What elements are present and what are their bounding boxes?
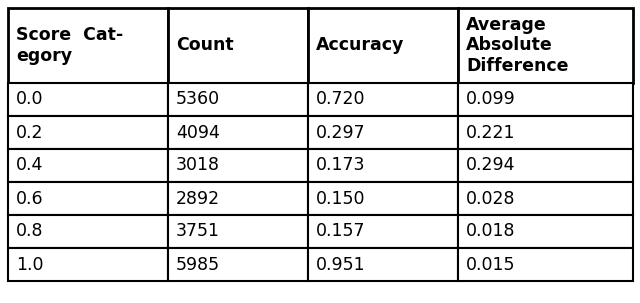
- Text: 5985: 5985: [176, 255, 220, 274]
- Bar: [168, 116, 308, 149]
- Text: 3018: 3018: [176, 157, 220, 175]
- Text: 0.028: 0.028: [466, 189, 515, 208]
- Text: 0.6: 0.6: [16, 189, 44, 208]
- Text: 0.150: 0.150: [316, 189, 365, 208]
- Text: 1.0: 1.0: [16, 255, 44, 274]
- Bar: [308, 116, 458, 149]
- Bar: [308, 215, 458, 248]
- Bar: [8, 116, 168, 149]
- Text: 4094: 4094: [176, 124, 220, 142]
- Bar: [308, 182, 458, 215]
- Bar: [168, 215, 308, 248]
- Bar: [308, 149, 458, 182]
- Bar: [168, 83, 308, 116]
- Text: 0.173: 0.173: [316, 157, 365, 175]
- Bar: [8, 182, 168, 215]
- Text: 0.221: 0.221: [466, 124, 515, 142]
- Bar: [8, 149, 168, 182]
- Text: 0.157: 0.157: [316, 222, 365, 241]
- Text: 2892: 2892: [176, 189, 220, 208]
- Bar: [458, 182, 633, 215]
- Bar: [8, 248, 168, 281]
- Text: 0.720: 0.720: [316, 91, 365, 108]
- Text: 5360: 5360: [176, 91, 220, 108]
- Bar: [458, 215, 633, 248]
- Bar: [168, 182, 308, 215]
- Bar: [458, 248, 633, 281]
- Bar: [8, 8, 168, 83]
- Bar: [458, 149, 633, 182]
- Text: 0.8: 0.8: [16, 222, 44, 241]
- Text: 0.297: 0.297: [316, 124, 365, 142]
- Bar: [168, 248, 308, 281]
- Bar: [8, 215, 168, 248]
- Bar: [308, 83, 458, 116]
- Text: 0.018: 0.018: [466, 222, 515, 241]
- Bar: [308, 248, 458, 281]
- Text: 3751: 3751: [176, 222, 220, 241]
- Text: 0.4: 0.4: [16, 157, 44, 175]
- Bar: [308, 8, 458, 83]
- Text: 0.015: 0.015: [466, 255, 515, 274]
- Text: Score  Cat-
egory: Score Cat- egory: [16, 26, 124, 65]
- Text: 0.099: 0.099: [466, 91, 516, 108]
- Bar: [168, 149, 308, 182]
- Text: 0.294: 0.294: [466, 157, 515, 175]
- Text: Average
Absolute
Difference: Average Absolute Difference: [466, 16, 568, 75]
- Bar: [458, 116, 633, 149]
- Bar: [8, 83, 168, 116]
- Bar: [168, 8, 308, 83]
- Text: 0.0: 0.0: [16, 91, 44, 108]
- Text: Count: Count: [176, 36, 234, 55]
- Text: Accuracy: Accuracy: [316, 36, 404, 55]
- Text: 0.951: 0.951: [316, 255, 365, 274]
- Bar: [458, 83, 633, 116]
- Bar: [458, 8, 633, 83]
- Text: 0.2: 0.2: [16, 124, 44, 142]
